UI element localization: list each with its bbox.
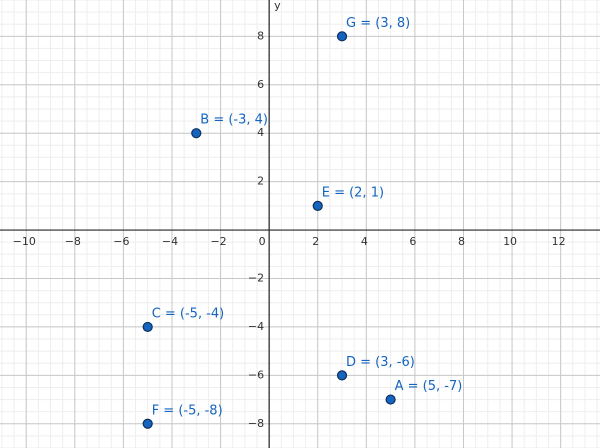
y-tick-label: 8 <box>257 29 264 42</box>
point-label: A = (5, -7) <box>395 379 463 394</box>
point <box>336 370 348 381</box>
x-tick-label: 0 <box>259 235 266 248</box>
y-tick-label: −4 <box>248 320 264 333</box>
x-tick-label: −8 <box>65 235 81 248</box>
point-label: D = (3, -6) <box>346 355 415 370</box>
y-tick-label: −6 <box>248 368 264 381</box>
x-tick-label: 10 <box>503 235 517 248</box>
x-tick-label: 12 <box>552 235 566 248</box>
point <box>312 200 323 211</box>
x-tick-label: −4 <box>162 235 178 248</box>
point-label: B = (-3, 4) <box>200 113 268 128</box>
x-tick-label: 8 <box>458 235 465 248</box>
y-tick-label: 2 <box>257 175 264 188</box>
point-label: G = (3, 8) <box>346 16 410 31</box>
y-tick-label: −8 <box>248 417 264 430</box>
x-tick-label: −10 <box>13 235 36 248</box>
point <box>142 418 153 429</box>
point-label: E = (2, 1) <box>322 185 384 200</box>
point-label: C = (-5, -4) <box>152 306 225 321</box>
point <box>191 128 202 139</box>
point <box>385 394 396 405</box>
x-tick-label: −6 <box>113 235 129 248</box>
y-tick-label: 6 <box>257 78 264 91</box>
point-label: F = (-5, -8) <box>152 403 223 418</box>
x-tick-label: 4 <box>361 235 368 248</box>
y-tick-label: 4 <box>257 126 264 139</box>
x-tick-label: −2 <box>210 235 226 248</box>
y-tick-label: −2 <box>248 271 264 284</box>
x-tick-label: 6 <box>409 235 416 248</box>
point <box>142 321 153 333</box>
point <box>336 31 348 42</box>
y-axis-label: y <box>274 0 281 12</box>
x-tick-label: 2 <box>312 235 319 248</box>
